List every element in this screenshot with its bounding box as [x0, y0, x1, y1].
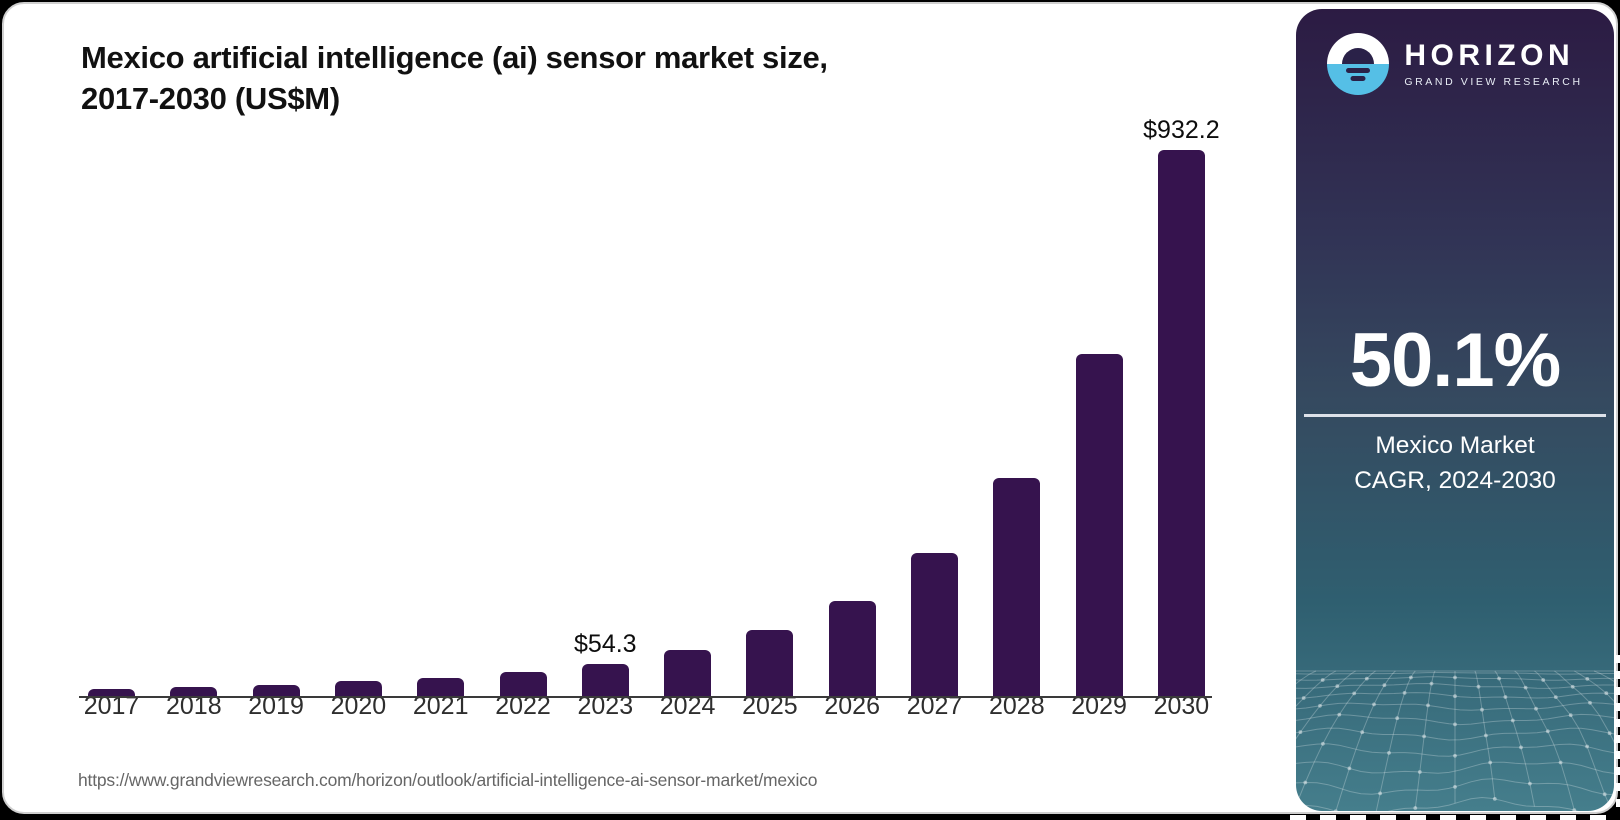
bar-2020	[334, 681, 382, 696]
reflection-dash-icon	[1350, 76, 1366, 81]
x-axis-line	[79, 696, 1212, 698]
bar-2018	[170, 686, 218, 696]
sun-dome-icon	[1342, 48, 1375, 64]
brand-text: HORIZON GRAND VIEW RESEARCH	[1404, 38, 1583, 88]
bar-2028	[993, 477, 1041, 696]
right-edge-dashes	[1616, 655, 1620, 813]
bar-2022	[499, 671, 547, 696]
cagr-value: 50.1%	[1349, 318, 1562, 403]
sidebar-panel: HORIZON GRAND VIEW RESEARCH 50.1% Mexico…	[1296, 9, 1614, 811]
bar-2021	[417, 677, 465, 696]
brand-subtitle: GRAND VIEW RESEARCH	[1404, 75, 1583, 88]
bar-2019	[252, 684, 300, 696]
bar-value-label-2023: $54.3	[574, 630, 637, 659]
cagr-caption: Mexico Market CAGR, 2024-2030	[1296, 428, 1614, 498]
chart-title: Mexico artificial intelligence (ai) sens…	[81, 37, 828, 119]
stat-divider	[1304, 414, 1606, 417]
chart-title-line2: 2017-2030 (US$M)	[81, 81, 340, 116]
bar-2027	[911, 552, 958, 696]
chart-title-line1: Mexico artificial intelligence (ai) sens…	[81, 40, 828, 75]
bar-2026	[828, 601, 876, 696]
bar-2029	[1075, 353, 1123, 696]
bar-2030	[1157, 150, 1205, 696]
horizon-logo: HORIZON GRAND VIEW RESEARCH	[1296, 33, 1614, 95]
cagr-caption-line1: Mexico Market	[1375, 432, 1535, 459]
bar-2023	[581, 664, 629, 696]
mesh-pattern	[1296, 670, 1614, 811]
bar-2017	[88, 688, 135, 696]
bottom-edge-dashes	[1290, 815, 1620, 820]
reflection-dash-icon	[1346, 68, 1371, 73]
bar-2025	[746, 630, 794, 696]
cagr-caption-line2: CAGR, 2024-2030	[1354, 467, 1556, 494]
bar-value-label-2030: $932.2	[1143, 116, 1220, 144]
bar-2024	[664, 649, 712, 696]
brand-name: HORIZON	[1404, 38, 1575, 72]
source-url-link[interactable]: https://www.grandviewresearch.com/horizo…	[78, 770, 818, 790]
horizon-logo-icon	[1327, 33, 1390, 95]
